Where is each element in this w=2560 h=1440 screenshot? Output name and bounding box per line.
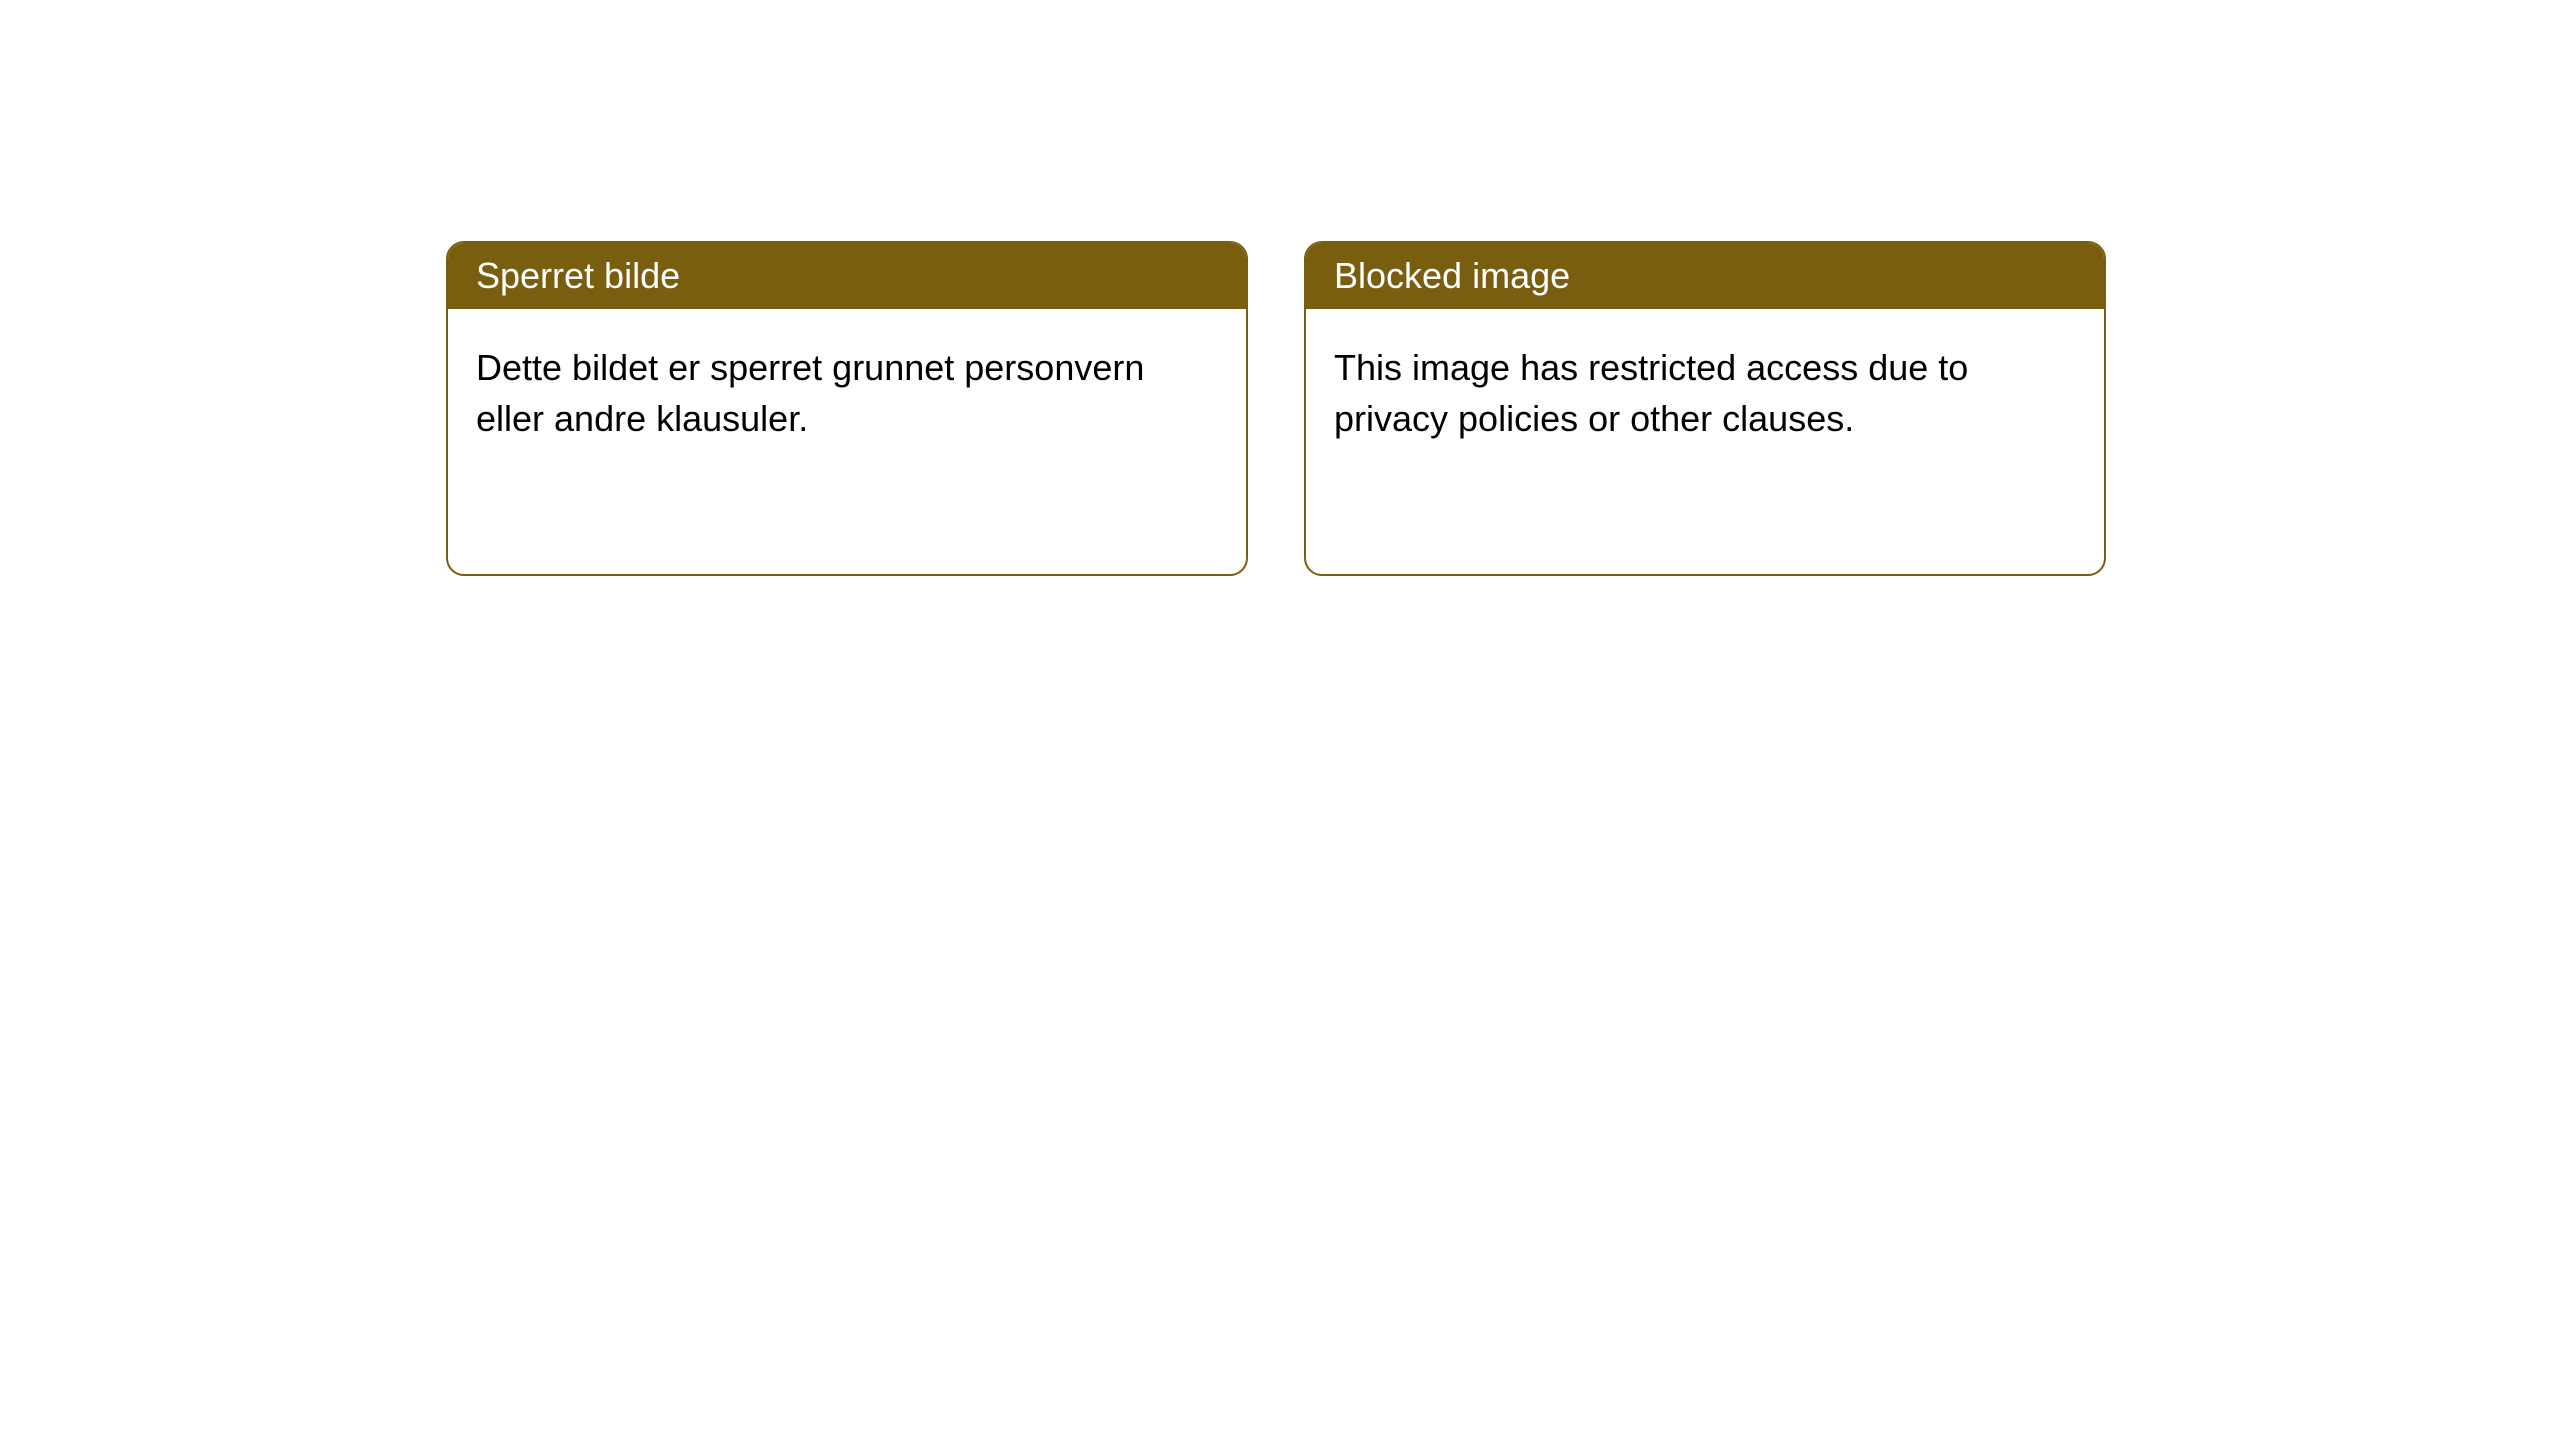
notices-container: Sperret bilde Dette bildet er sperret gr… xyxy=(446,241,2106,576)
notice-header-no: Sperret bilde xyxy=(448,243,1246,309)
notice-body-en: This image has restricted access due to … xyxy=(1306,309,2104,478)
notice-card-en: Blocked image This image has restricted … xyxy=(1304,241,2106,576)
notice-card-no: Sperret bilde Dette bildet er sperret gr… xyxy=(446,241,1248,576)
notice-body-no: Dette bildet er sperret grunnet personve… xyxy=(448,309,1246,478)
notice-header-en: Blocked image xyxy=(1306,243,2104,309)
